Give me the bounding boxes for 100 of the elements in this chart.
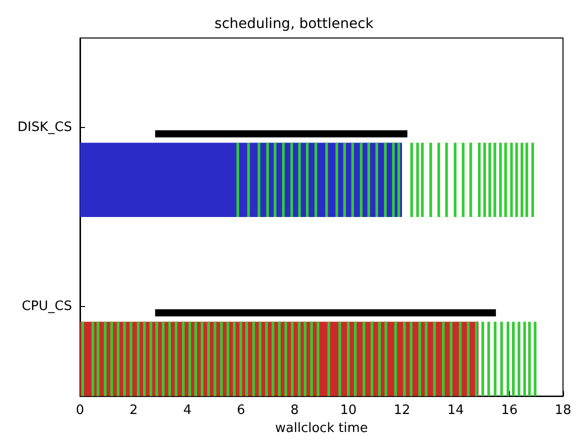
bar (130, 322, 132, 396)
bar (338, 322, 342, 396)
bar (410, 142, 413, 218)
bar (174, 322, 178, 396)
bar (182, 322, 185, 396)
bar (466, 322, 470, 396)
bar (226, 322, 230, 396)
bar (494, 322, 496, 396)
bar (343, 142, 346, 218)
bar (518, 322, 520, 396)
bar (143, 322, 146, 396)
bar (258, 322, 262, 396)
bar (306, 142, 309, 218)
bar (416, 142, 419, 218)
bar (155, 322, 158, 396)
bar (104, 322, 107, 396)
x-tick-label: 10 (340, 403, 357, 418)
bar (367, 142, 370, 218)
bar (523, 322, 526, 396)
bar (123, 322, 126, 396)
bar (245, 322, 248, 396)
x-tick-label: 6 (236, 403, 246, 418)
bar (155, 309, 496, 316)
bar (354, 322, 357, 396)
bar (265, 322, 268, 396)
bar (394, 322, 397, 396)
bar (346, 322, 350, 396)
bar (424, 322, 428, 396)
bar (504, 142, 507, 218)
bar (298, 322, 301, 396)
bar (520, 142, 524, 218)
bar (378, 322, 381, 396)
bar (454, 142, 456, 218)
x-tick-label: 12 (394, 403, 410, 418)
bar (110, 322, 114, 396)
bar (384, 322, 388, 396)
x-axis-title: wallclock time (275, 421, 368, 436)
bar (194, 322, 197, 396)
bar (284, 322, 288, 396)
bar (397, 142, 400, 218)
bar (188, 322, 192, 396)
bar (474, 322, 478, 396)
bar (327, 322, 330, 396)
bar (458, 322, 462, 396)
bar (239, 322, 242, 396)
bar (168, 322, 171, 396)
bar (310, 322, 313, 396)
bar (162, 322, 165, 396)
x-tick-label: 8 (290, 403, 299, 418)
bar (494, 142, 496, 218)
bar (506, 322, 510, 396)
bar (499, 142, 502, 218)
bar (483, 142, 486, 218)
y-tick-label: CPU_CS (22, 299, 72, 314)
chart-title: scheduling, bottleneck (214, 16, 374, 32)
bar (450, 322, 452, 396)
bar (247, 142, 250, 218)
bar (116, 322, 120, 396)
bar (445, 142, 448, 218)
bar (220, 322, 223, 396)
bar (236, 142, 240, 218)
bar (437, 142, 440, 218)
bar (304, 322, 306, 396)
bar (525, 142, 528, 218)
bar (421, 142, 424, 218)
x-tick-label: 0 (76, 403, 84, 418)
bar (207, 322, 210, 396)
bar (418, 322, 422, 396)
bar (433, 322, 436, 396)
bar (469, 142, 472, 218)
bar (282, 142, 285, 218)
bar (92, 322, 94, 396)
bar (360, 142, 363, 218)
x-tick-label: 2 (130, 403, 138, 418)
bar (290, 322, 294, 396)
bar (510, 142, 513, 218)
bar (316, 322, 320, 396)
bar (96, 322, 100, 396)
bar (252, 322, 255, 396)
bar (214, 322, 216, 396)
bar (410, 322, 412, 396)
bar (528, 322, 531, 396)
bar (290, 142, 294, 218)
y-tick-label: DISK_CS (18, 120, 72, 136)
bar (200, 322, 204, 396)
bar (314, 142, 318, 218)
bar (370, 322, 374, 396)
bar (335, 142, 338, 218)
bar (266, 142, 269, 218)
bar (232, 322, 236, 396)
x-tick-label: 16 (501, 403, 518, 418)
x-tick-label: 4 (183, 403, 192, 418)
bar (481, 322, 484, 396)
bar (500, 322, 503, 396)
bar (274, 142, 276, 218)
bar (442, 322, 445, 396)
bar (534, 322, 536, 396)
bar (384, 142, 387, 218)
bar (515, 142, 518, 218)
bar (258, 142, 260, 218)
